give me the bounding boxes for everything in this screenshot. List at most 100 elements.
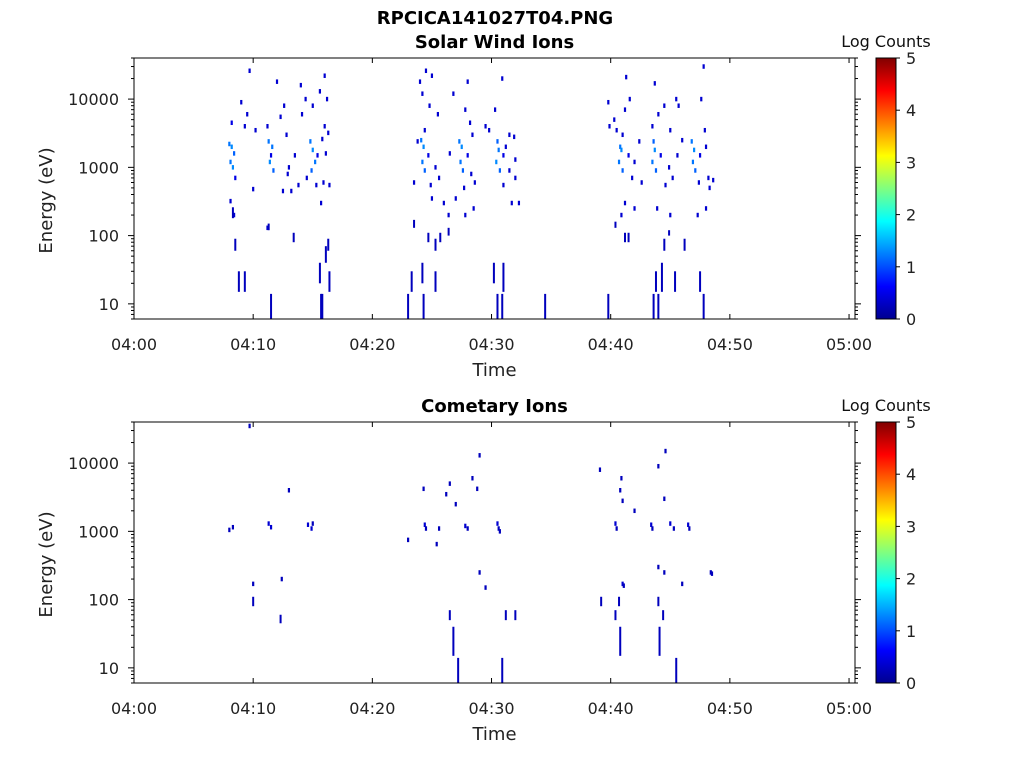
sw-data-cell bbox=[281, 188, 285, 194]
com-plot-area bbox=[134, 422, 855, 683]
sw-data-cell bbox=[633, 159, 636, 165]
sw-data-cell bbox=[318, 89, 322, 94]
com-data-streak bbox=[600, 596, 603, 607]
sw-data-cell bbox=[428, 103, 431, 108]
sw-data-streak bbox=[270, 293, 273, 319]
com-data-cell bbox=[598, 467, 602, 472]
sw-data-cell bbox=[517, 200, 521, 206]
com-data-cell bbox=[471, 475, 474, 481]
com-data-cell bbox=[248, 423, 251, 429]
sw-data-cell bbox=[464, 107, 467, 112]
com-colorbar bbox=[875, 421, 897, 684]
sw-data-cell bbox=[497, 147, 500, 153]
sw-data-cell bbox=[311, 103, 314, 108]
com-colorbar-title: Log Counts bbox=[841, 396, 931, 415]
sw-data-cell bbox=[266, 225, 269, 231]
com-data-cell bbox=[621, 498, 624, 504]
sw-data-cell bbox=[675, 96, 678, 102]
sw-data-streak bbox=[327, 238, 330, 251]
com-y-tick-label: 10000 bbox=[68, 454, 119, 473]
sw-data-cell bbox=[437, 175, 441, 181]
com-data-cell bbox=[663, 570, 666, 575]
sw-x-tick-label: 04:40 bbox=[588, 335, 634, 354]
solar-wind-panel: Solar Wind Ions 04:00 04:10 04:20 04:30 04:40… bbox=[36, 32, 931, 381]
sw-data-streak bbox=[544, 293, 547, 319]
sw-data-cell bbox=[464, 212, 467, 218]
sw-data-cell bbox=[324, 151, 327, 156]
com-axes-frame bbox=[133, 421, 856, 684]
com-data-cell bbox=[657, 463, 660, 469]
com-data-cell bbox=[424, 526, 428, 531]
sw-data-cell bbox=[495, 159, 498, 165]
sw-data-cell bbox=[677, 103, 680, 108]
sw-data-streak bbox=[321, 293, 324, 319]
sw-data-cell bbox=[656, 206, 659, 211]
sw-data-cell bbox=[620, 147, 623, 153]
sw-data-cell bbox=[671, 175, 674, 181]
com-data-cell bbox=[228, 527, 231, 533]
com-data-cell bbox=[445, 491, 448, 497]
sw-data-cell bbox=[240, 99, 243, 105]
sw-data-cell bbox=[472, 206, 475, 211]
sw-data-cell bbox=[310, 168, 313, 173]
sw-data-cell bbox=[269, 153, 273, 158]
sw-data-cell bbox=[471, 132, 474, 138]
com-data-cell bbox=[406, 537, 410, 543]
sw-data-cell bbox=[466, 153, 469, 158]
sw-data-cell bbox=[322, 180, 325, 185]
sw-data-streak bbox=[324, 246, 327, 263]
com-data-cell bbox=[231, 524, 235, 530]
sw-data-cell bbox=[621, 168, 624, 173]
com-data-streak bbox=[675, 657, 678, 683]
sw-axes-frame bbox=[133, 57, 856, 320]
figure-title: RPCICA141027T04.PNG bbox=[377, 8, 613, 29]
com-data-cell bbox=[681, 581, 684, 587]
sw-data-streak bbox=[607, 293, 610, 319]
sw-data-cell bbox=[454, 196, 457, 201]
sw-data-cell bbox=[690, 139, 693, 144]
com-x-tick-label: 04:50 bbox=[707, 699, 753, 718]
sw-data-cell bbox=[653, 81, 656, 86]
sw-data-cell bbox=[667, 165, 671, 170]
com-x-tick-label: 04:30 bbox=[468, 699, 514, 718]
sw-y-tick-label: 10 bbox=[99, 295, 119, 314]
com-colorbar-tick-label: 3 bbox=[906, 517, 916, 536]
sw-data-cell bbox=[293, 153, 296, 158]
com-y-tick-label: 1000 bbox=[78, 522, 119, 541]
sw-data-cell bbox=[254, 127, 257, 133]
com-data-cell bbox=[478, 570, 481, 575]
com-data-cell bbox=[498, 529, 501, 534]
sw-colorbar-tick-label: 4 bbox=[906, 101, 916, 120]
sw-data-cell bbox=[657, 111, 660, 117]
sw-data-cell bbox=[704, 206, 708, 211]
sw-colorbar-tick-label: 3 bbox=[906, 153, 916, 172]
sw-data-cell bbox=[654, 168, 658, 173]
sw-data-cell bbox=[430, 73, 434, 78]
com-x-tick-label: 04:20 bbox=[349, 699, 395, 718]
sw-data-cell bbox=[651, 124, 654, 129]
sw-data-cell bbox=[694, 168, 697, 173]
sw-data-cell bbox=[267, 139, 270, 144]
sw-data-cell bbox=[233, 212, 236, 218]
com-x-tick-label: 05:00 bbox=[826, 699, 872, 718]
sw-data-cell bbox=[233, 151, 236, 156]
sw-data-streak bbox=[496, 293, 499, 319]
com-x-tick-label: 04:40 bbox=[588, 699, 634, 718]
sw-data-cell bbox=[430, 196, 434, 201]
com-data-cell bbox=[497, 526, 500, 531]
sw-data-cell bbox=[652, 139, 655, 144]
sw-data-cell bbox=[498, 168, 501, 173]
sw-data-cell bbox=[315, 182, 318, 188]
com-data-cell bbox=[306, 522, 310, 527]
sw-data-cell bbox=[271, 144, 274, 150]
sw-data-cell bbox=[708, 185, 711, 191]
com-data-cell bbox=[633, 508, 636, 514]
sw-colorbar-title: Log Counts bbox=[841, 32, 931, 51]
sw-colorbar-tick-label: 5 bbox=[906, 49, 916, 68]
sw-data-cell bbox=[488, 127, 491, 133]
com-data-cell bbox=[267, 521, 270, 526]
com-data-streak bbox=[457, 657, 460, 683]
sw-data-cell bbox=[698, 153, 702, 158]
sw-data-streak bbox=[434, 238, 437, 251]
